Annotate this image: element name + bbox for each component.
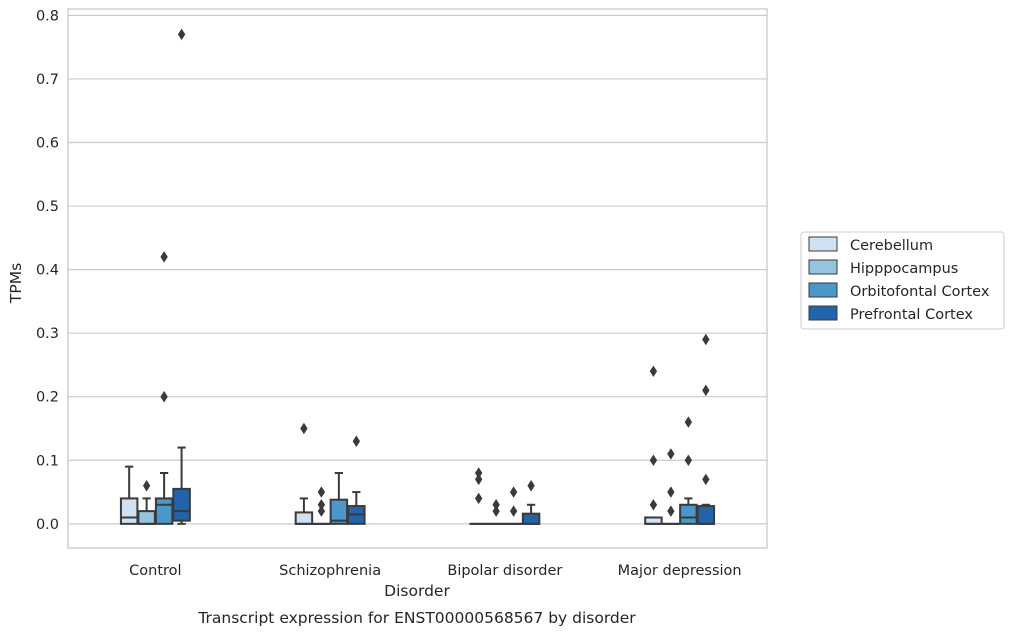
box-0-3: [172, 28, 191, 525]
outlier-point: [492, 505, 500, 517]
box-body: [294, 511, 314, 525]
y-tick-label: 0.3: [36, 326, 59, 342]
box-3-3: [696, 333, 716, 525]
grid-lines: [68, 14, 767, 525]
plot-frame: [67, 8, 768, 549]
box-1-1: [312, 486, 331, 525]
outlier-point: [649, 365, 658, 378]
box-body: [172, 487, 191, 522]
outlier-point: [649, 454, 658, 467]
outlier-point: [317, 486, 326, 498]
y-tick-label: 0.7: [36, 72, 59, 88]
outlier-point: [474, 467, 483, 479]
outlier-point: [474, 473, 483, 486]
box-body: [679, 503, 698, 525]
outlier-point: [527, 479, 535, 492]
box-2-1: [486, 499, 506, 525]
outlier-point: [492, 499, 500, 511]
legend-label: Cerebellum: [850, 238, 933, 254]
box-1-3: [347, 435, 366, 525]
outlier-point: [702, 473, 710, 486]
legend: Cerebellum Hipppocampus Orbitofontal Corte…: [800, 231, 1005, 330]
outlier-point: [702, 333, 710, 346]
x-tick-labels: Control Schizophrenia Bipolar disorder Majo…: [129, 563, 741, 579]
outlier-point: [667, 486, 675, 498]
outlier-point: [177, 28, 186, 41]
outlier-point: [160, 251, 168, 263]
box-body: [521, 512, 541, 525]
chart-caption: Transcript expression for ENST0000056856…: [197, 609, 636, 627]
y-tick-label: 0.5: [36, 199, 59, 215]
outlier-point: [684, 454, 693, 467]
y-tick-label: 0.6: [36, 135, 59, 151]
outlier-point: [352, 435, 361, 447]
outlier-point: [667, 448, 675, 460]
y-tick-label: 0.4: [36, 263, 59, 279]
box-2-0: [469, 467, 488, 525]
x-tick-label: Schizophrenia: [279, 563, 381, 579]
legend-label: Orbitofontal Cortex: [850, 284, 990, 300]
outlier-point: [317, 505, 326, 517]
y-tick-label: 0.0: [36, 517, 59, 533]
x-tick-label: Control: [129, 563, 181, 579]
outlier-point: [649, 499, 658, 511]
x-tick-label: Major depression: [618, 563, 742, 579]
x-tick-label: Bipolar disorder: [447, 563, 562, 579]
box-0-1: [137, 479, 156, 525]
legend-swatch: [808, 282, 838, 298]
y-tick-labels: 0.0 0.1 0.2 0.3 0.4 0.5 0.6 0.7 0.8: [36, 8, 59, 532]
legend-label: Hipppocampus: [850, 261, 958, 277]
outlier-point: [474, 492, 483, 505]
y-axis-label: TPMs: [7, 263, 25, 304]
box-1-0: [294, 422, 314, 525]
box-2-2: [504, 486, 523, 525]
box-3-1: [661, 448, 681, 525]
box-1-2: [329, 471, 349, 525]
legend-label: Prefrontal Cortex: [850, 307, 973, 323]
outlier-point: [317, 499, 326, 511]
box-body: [119, 497, 139, 525]
box-0-2: [154, 251, 174, 525]
box-body: [154, 497, 174, 525]
x-axis-label: Disorder: [384, 582, 450, 600]
box-2-3: [521, 479, 541, 525]
box-body: [137, 510, 156, 525]
box-3-2: [679, 416, 698, 525]
outlier-point: [667, 505, 675, 517]
box-0-0: [119, 465, 139, 525]
legend-swatch: [808, 259, 838, 275]
outlier-point: [684, 416, 693, 428]
box-series: [119, 28, 716, 525]
legend-frame: [800, 231, 1005, 330]
outlier-point: [509, 486, 518, 498]
y-tick-label: 0.8: [36, 8, 59, 24]
outlier-point: [300, 422, 308, 435]
y-tick-label: 0.1: [36, 453, 59, 469]
box-body: [696, 505, 716, 525]
y-tick-label: 0.2: [36, 390, 59, 406]
outlier-point: [160, 390, 168, 403]
outlier-point: [702, 384, 710, 397]
outlier-point: [142, 479, 151, 492]
legend-swatch: [808, 305, 838, 321]
outlier-point: [509, 505, 518, 517]
legend-swatch: [808, 236, 838, 252]
box-3-0: [644, 365, 663, 525]
